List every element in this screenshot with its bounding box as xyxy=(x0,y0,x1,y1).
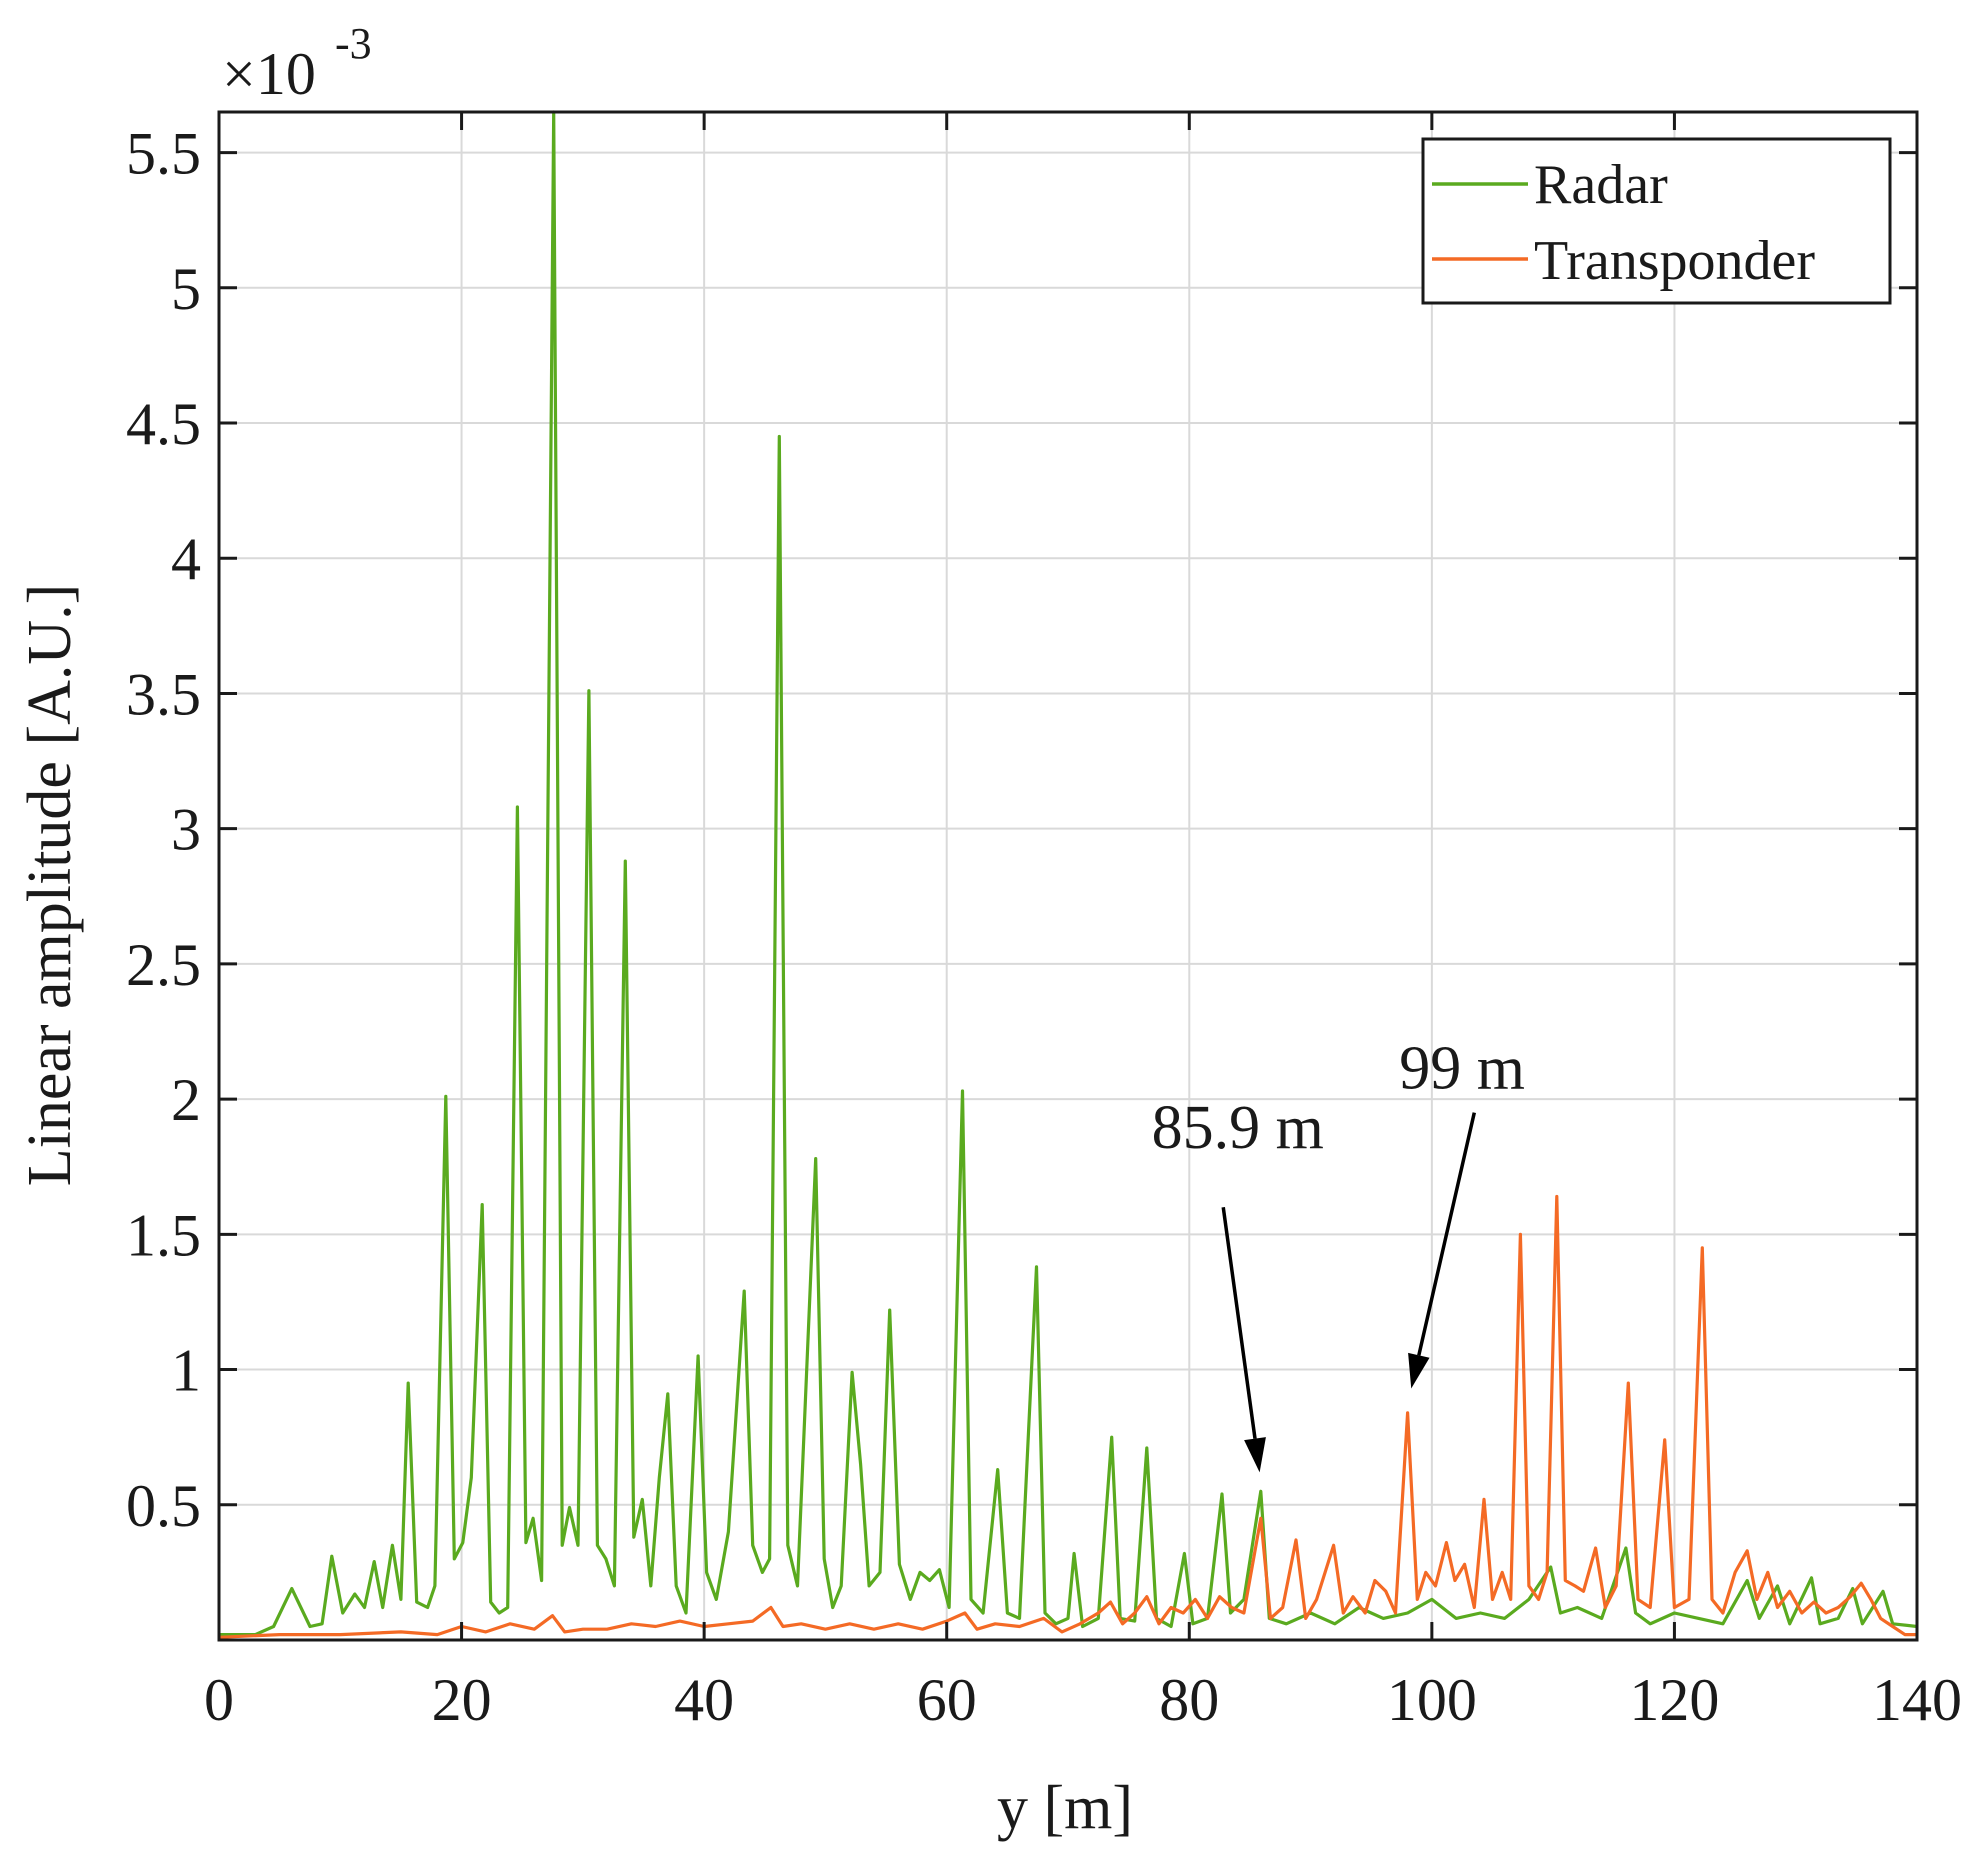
y-tick-label: 1 xyxy=(171,1338,201,1404)
y-tick-label: 5 xyxy=(171,256,201,322)
annotation-arrow-shaft xyxy=(1221,1207,1257,1439)
y-tick-label: 2 xyxy=(171,1067,201,1133)
x-tick-label: 140 xyxy=(1872,1667,1962,1733)
annotation-label: 99 m xyxy=(1399,1034,1525,1102)
y-tick-label: 3.5 xyxy=(126,661,201,727)
x-tick-label: 40 xyxy=(674,1667,734,1733)
grid-lines xyxy=(219,112,1917,1640)
annotation-arrow-head xyxy=(1408,1352,1430,1389)
x-tick-label: 120 xyxy=(1629,1667,1719,1733)
y-tick-label: 3 xyxy=(171,797,201,863)
annotations: 85.9 m 99 m xyxy=(1152,1034,1525,1473)
annotation-arrow-head xyxy=(1244,1437,1266,1473)
x-axis-title: y [m] xyxy=(997,1774,1133,1842)
legend-label-transponder: Transponder xyxy=(1534,230,1815,292)
y-tick-label: 4.5 xyxy=(126,391,201,457)
exponent-base: ×10 xyxy=(222,41,316,107)
series-lines xyxy=(218,110,1918,1639)
y-tick-label: 4 xyxy=(171,526,201,592)
x-tick-label: 100 xyxy=(1387,1667,1477,1733)
axes-frame xyxy=(217,110,1919,1642)
axis-ticks: 0 20 40 60 80 100 120 140 0.5 1 1.5 2 2.5 3 3.5 4 4.5 5 5.… xyxy=(126,112,1962,1733)
x-tick-label: 0 xyxy=(204,1667,234,1733)
series-line-transponder xyxy=(218,1194,1917,1639)
y-tick-label: 1.5 xyxy=(126,1202,201,1268)
y-tick-label: 5.5 xyxy=(126,121,201,187)
legend-box xyxy=(1421,137,1892,305)
y-tick-label: 2.5 xyxy=(126,932,201,998)
y-axis-title: Linear amplitude [A.U.] xyxy=(16,584,84,1187)
exponent-label: ×10 -3 xyxy=(222,19,372,107)
exponent-power: -3 xyxy=(335,19,372,68)
annotation-label: 85.9 m xyxy=(1152,1094,1324,1162)
x-tick-label: 60 xyxy=(917,1667,977,1733)
plot-frame xyxy=(217,110,1919,1642)
x-tick-label: 20 xyxy=(432,1667,492,1733)
legend-label-radar: Radar xyxy=(1534,154,1668,216)
legend: Radar Transponder xyxy=(1421,137,1892,305)
x-tick-label: 80 xyxy=(1159,1667,1219,1733)
series-line-radar xyxy=(219,110,1918,1637)
annotation-arrow-shaft xyxy=(1417,1112,1477,1356)
y-tick-label: 0.5 xyxy=(126,1473,201,1539)
